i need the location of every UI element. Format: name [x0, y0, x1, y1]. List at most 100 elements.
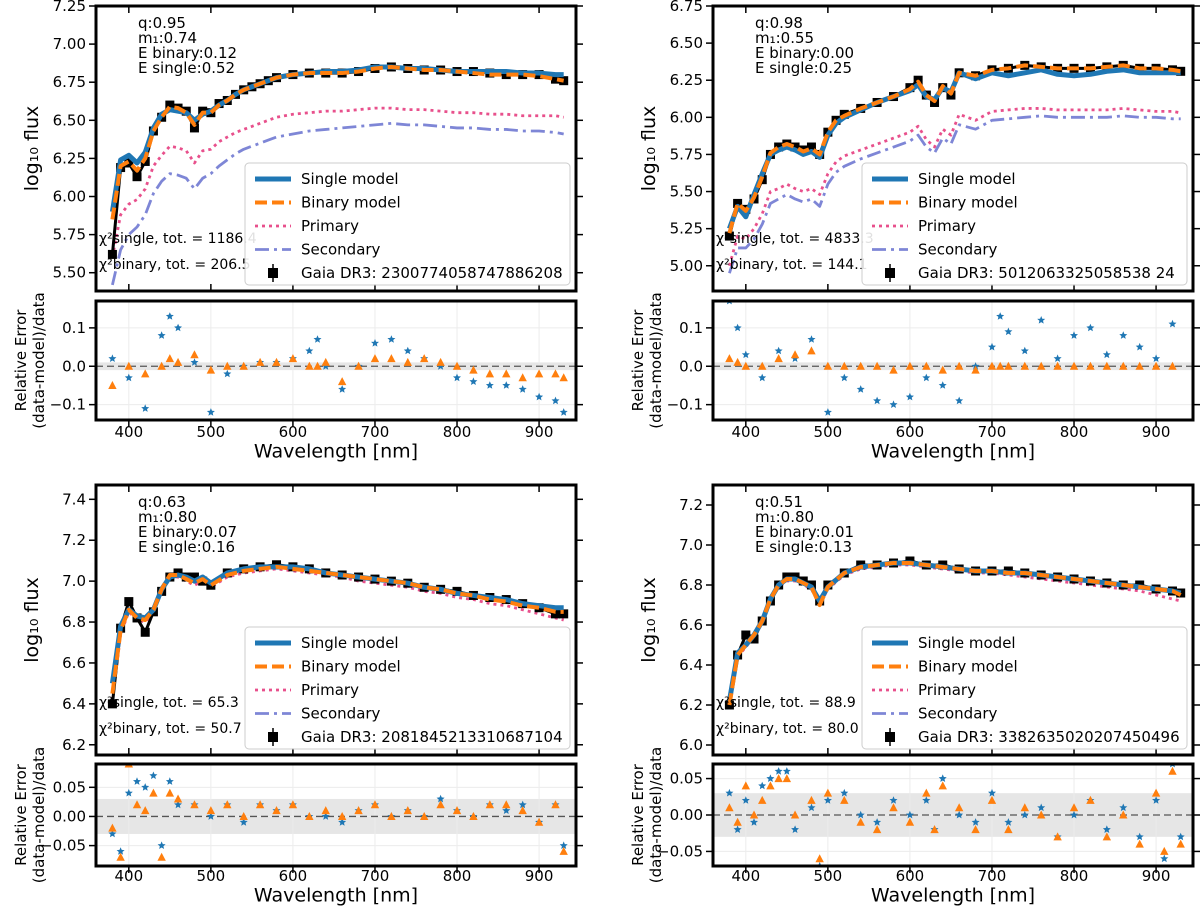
- binary-resid-triangle: [733, 357, 742, 366]
- binary-resid-triangle: [1037, 810, 1046, 819]
- xtick-label: 600: [279, 867, 308, 885]
- binary-resid-triangle: [190, 350, 199, 359]
- legend-entry-text: Single model: [918, 170, 1016, 188]
- binary-resid-triangle: [995, 361, 1005, 370]
- xtick-label: 600: [896, 423, 925, 441]
- single-resid-star: [403, 346, 412, 355]
- data-point: [733, 198, 743, 208]
- binary-resid-triangle: [321, 357, 330, 366]
- data-point: [806, 142, 816, 152]
- legend-data-marker: [885, 732, 895, 742]
- binary-resid-triangle: [469, 365, 478, 374]
- xtick-label: 400: [115, 867, 144, 885]
- binary-resid-triangle: [987, 361, 997, 370]
- binary-resid-triangle: [1160, 846, 1169, 855]
- binary-resid-triangle: [255, 800, 265, 809]
- binary-resid-triangle: [1151, 361, 1161, 370]
- legend-entry-text: Primary: [918, 217, 976, 235]
- flux-ytick-label: 6.25: [670, 71, 703, 89]
- single-resid-star: [1037, 316, 1046, 324]
- binary-resid-triangle: [420, 354, 429, 363]
- data-point: [107, 699, 117, 709]
- single-resid-star: [141, 783, 150, 791]
- resid-ytick-label: −0.1: [667, 396, 703, 414]
- data-point: [741, 630, 751, 640]
- param-text: q:0.51: [755, 493, 803, 511]
- x-axis-label: Wavelength [nm]: [254, 441, 418, 463]
- flux-axes-frame: [94, 4, 578, 293]
- binary-resid-triangle: [807, 795, 816, 804]
- binary-resid-triangle: [1020, 803, 1029, 812]
- resid-y-axis-label-2: (data-model)/data: [30, 292, 48, 428]
- binary-resid-triangle: [1004, 361, 1013, 370]
- legend-entry-text: Binary model: [301, 194, 401, 212]
- binary-resid-triangle: [749, 810, 759, 819]
- single-resid-star: [758, 373, 767, 382]
- data-point: [550, 609, 560, 619]
- binary-resid-triangle: [239, 361, 248, 370]
- binary-resid-triangle: [840, 795, 849, 804]
- single-resid-star: [856, 810, 865, 819]
- single-resid-star: [518, 385, 527, 393]
- single-resid-star: [206, 812, 215, 820]
- param-text: q:0.63: [138, 493, 186, 511]
- data-point: [550, 74, 560, 84]
- single-resid-star: [165, 312, 174, 320]
- data-point: [774, 142, 784, 152]
- binary-resid-triangle: [823, 361, 833, 370]
- single-resid-star: [938, 381, 947, 389]
- single-resid-star: [1119, 331, 1128, 339]
- binary-resid-triangle: [938, 365, 947, 374]
- flux-ytick-label: 7.0: [679, 536, 703, 554]
- chi-binary-text: χ²binary, tot. = 50.7: [99, 721, 242, 737]
- binary-resid-triangle: [370, 354, 380, 363]
- binary-resid-triangle: [1037, 361, 1046, 370]
- legend-entry-text: Primary: [918, 681, 976, 699]
- resid-axes-frame: [94, 762, 578, 868]
- single-resid-star: [239, 818, 248, 826]
- single-resid-star: [1004, 818, 1013, 826]
- resid-y-axis-label-1: Relative Error: [629, 309, 647, 412]
- binary-resid-triangle: [1086, 795, 1095, 804]
- single-resid-star: [174, 323, 182, 332]
- binary-resid-triangle: [889, 803, 898, 812]
- single-resid-star: [1152, 796, 1161, 804]
- binary-resid-triangle: [922, 788, 931, 797]
- binary-resid-triangle: [559, 373, 568, 382]
- param-text: E binary:0.12: [138, 44, 237, 62]
- flux-ytick-label: 6.25: [53, 149, 86, 167]
- single-resid-star: [807, 335, 816, 343]
- resid-ytick-label: 0.0: [62, 357, 86, 375]
- single-resid-star: [1168, 319, 1177, 328]
- param-text: q:0.95: [138, 14, 186, 32]
- binary-resid-triangle: [551, 369, 560, 378]
- x-axis-label: Wavelength [nm]: [871, 885, 1035, 907]
- binary-resid-triangle: [173, 794, 183, 803]
- flux-y-axis-label: log₁₀ flux: [21, 106, 43, 192]
- binary-resid-triangle: [255, 357, 265, 366]
- xtick-label: 900: [1142, 867, 1171, 885]
- binary-resid-triangle: [725, 354, 734, 363]
- param-text: E single:0.13: [755, 538, 852, 556]
- binary-resid-triangle: [1168, 766, 1177, 775]
- binary-resid-triangle: [272, 806, 281, 815]
- flux-ytick-label: 7.4: [62, 490, 86, 508]
- binary-resid-triangle: [823, 788, 833, 797]
- secondary-model-line: [111, 121, 564, 286]
- binary-resid-triangle: [938, 781, 947, 790]
- chi-binary-text: χ²binary, tot. = 206.5: [99, 257, 251, 273]
- resid-y-axis-label-2: (data-model)/data: [647, 747, 665, 883]
- binary-resid-triangle: [518, 806, 527, 815]
- binary-resid-triangle: [1069, 803, 1079, 812]
- param-text: q:0.98: [755, 14, 803, 32]
- flux-y-axis-label: log₁₀ flux: [21, 577, 43, 663]
- binary-resid-triangle: [872, 825, 882, 834]
- single-resid-star: [116, 847, 125, 855]
- legend: Single model Binary model Primary Secondary…: [861, 626, 1188, 750]
- binary-resid-triangle: [157, 361, 166, 370]
- binary-resid-triangle: [971, 365, 980, 374]
- xtick-label: 400: [115, 423, 144, 441]
- flux-ytick-label: 6.00: [53, 188, 86, 206]
- single-resid-star: [518, 800, 527, 809]
- binary-resid-triangle: [559, 846, 568, 855]
